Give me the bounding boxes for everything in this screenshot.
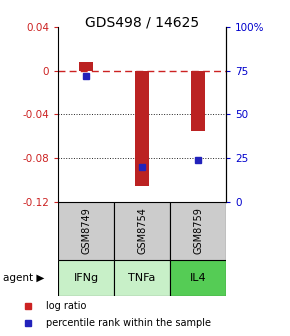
Bar xyxy=(58,260,114,296)
Text: GSM8749: GSM8749 xyxy=(81,208,91,254)
Text: GSM8754: GSM8754 xyxy=(137,208,147,254)
Text: percentile rank within the sample: percentile rank within the sample xyxy=(46,318,211,328)
Text: log ratio: log ratio xyxy=(46,301,86,311)
Text: agent ▶: agent ▶ xyxy=(3,273,44,283)
Bar xyxy=(79,62,93,71)
Bar xyxy=(114,202,170,260)
Text: GSM8759: GSM8759 xyxy=(193,208,203,254)
Bar xyxy=(170,202,226,260)
Text: GDS498 / 14625: GDS498 / 14625 xyxy=(85,15,199,29)
Bar xyxy=(58,202,114,260)
Bar xyxy=(114,260,170,296)
Text: IL4: IL4 xyxy=(190,273,206,283)
Bar xyxy=(191,71,205,131)
Bar xyxy=(170,260,226,296)
Bar xyxy=(135,71,149,186)
Text: IFNg: IFNg xyxy=(73,273,99,283)
Text: TNFa: TNFa xyxy=(128,273,156,283)
